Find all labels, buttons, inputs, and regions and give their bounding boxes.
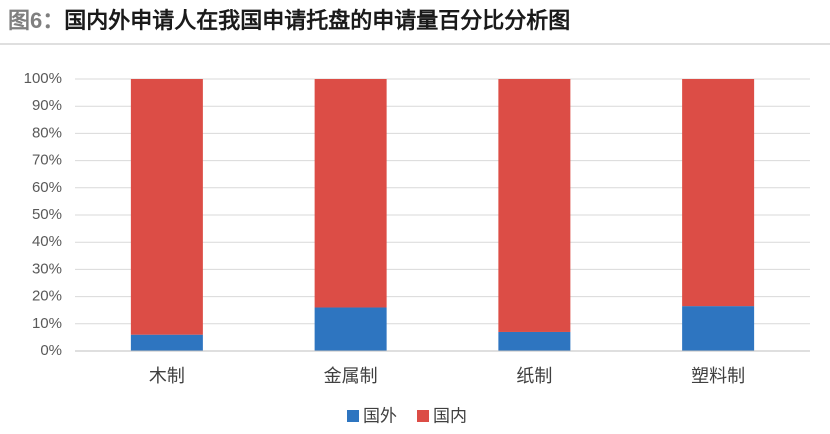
bar-segment [682,79,755,307]
y-tick-label: 10% [32,315,62,332]
legend-swatch [417,410,429,422]
bar-segment [314,79,387,308]
legend-label: 国外 [363,406,397,425]
y-tick-label: 30% [32,260,62,277]
bar-segment [314,307,387,351]
y-tick-label: 70% [32,152,62,169]
bar-segment [498,331,571,351]
y-tick-label: 20% [32,288,62,305]
y-tick-label: 100% [24,70,62,87]
x-tick-label: 金属制 [324,366,378,386]
y-tick-label: 40% [32,233,62,250]
legend-label: 国内 [433,406,467,425]
y-tick-label: 80% [32,124,62,141]
y-tick-label: 0% [40,342,62,359]
bar-segment [498,79,571,332]
x-tick-label: 纸制 [516,366,552,386]
bar-segment [130,79,203,335]
figure-label: 图6： [8,8,64,33]
bar-segment [682,306,755,351]
legend-swatch [347,410,359,422]
bar-segment [130,334,203,351]
x-tick-label: 木制 [149,366,185,386]
x-tick-label: 塑料制 [691,366,745,386]
y-tick-label: 50% [32,206,62,223]
y-tick-label: 60% [32,179,62,196]
y-tick-label: 90% [32,97,62,114]
chart-title: 图6：国内外申请人在我国申请托盘的申请量百分比分析图 [8,8,570,33]
title-text: 国内外申请人在我国申请托盘的申请量百分比分析图 [64,8,570,33]
